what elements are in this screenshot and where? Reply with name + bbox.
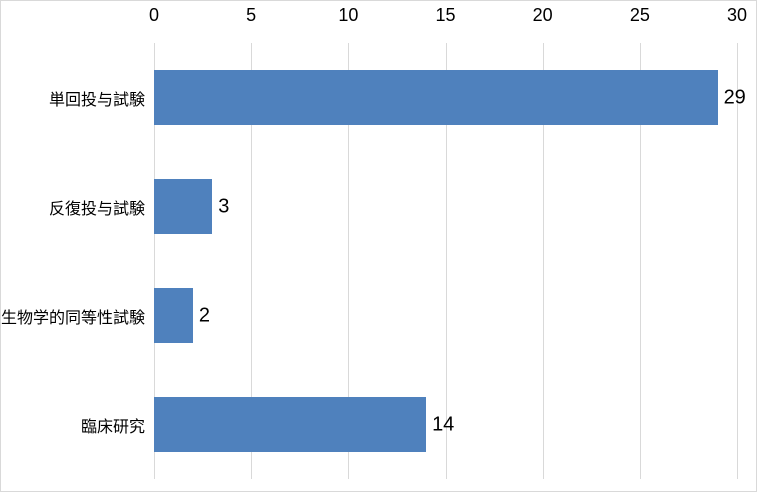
gridline bbox=[542, 43, 544, 479]
x-axis-tick-label: 10 bbox=[338, 5, 359, 25]
category-axis-label: 反復投与試験 bbox=[48, 200, 145, 218]
gridline bbox=[639, 43, 641, 479]
bar-series-item bbox=[154, 288, 193, 343]
x-axis-tick-label: 30 bbox=[726, 5, 748, 25]
data-label: 29 bbox=[723, 86, 746, 108]
x-axis-tick-label: 20 bbox=[532, 5, 553, 25]
data-label: 2 bbox=[198, 304, 210, 326]
category-axis-label: 単回投与試験 bbox=[48, 91, 145, 109]
data-label: 14 bbox=[432, 413, 455, 435]
bar-series-item bbox=[154, 179, 213, 234]
x-axis-tick-label: 5 bbox=[246, 5, 257, 25]
gridline bbox=[348, 43, 350, 479]
gridline bbox=[445, 43, 447, 479]
gridline bbox=[251, 43, 253, 479]
x-axis-tick-label: 0 bbox=[148, 5, 160, 25]
category-axis-label: 生物学的同等性試験 bbox=[0, 309, 145, 327]
x-axis-tick-label: 25 bbox=[629, 5, 650, 25]
data-label: 3 bbox=[218, 195, 230, 217]
gridline bbox=[154, 43, 155, 479]
bar-series-item bbox=[154, 397, 427, 452]
bar-series-item bbox=[154, 70, 718, 125]
gridline bbox=[737, 43, 738, 479]
category-axis-label: 臨床研究 bbox=[80, 418, 145, 436]
plot-area bbox=[154, 43, 738, 479]
x-axis-tick-label: 15 bbox=[435, 5, 456, 25]
